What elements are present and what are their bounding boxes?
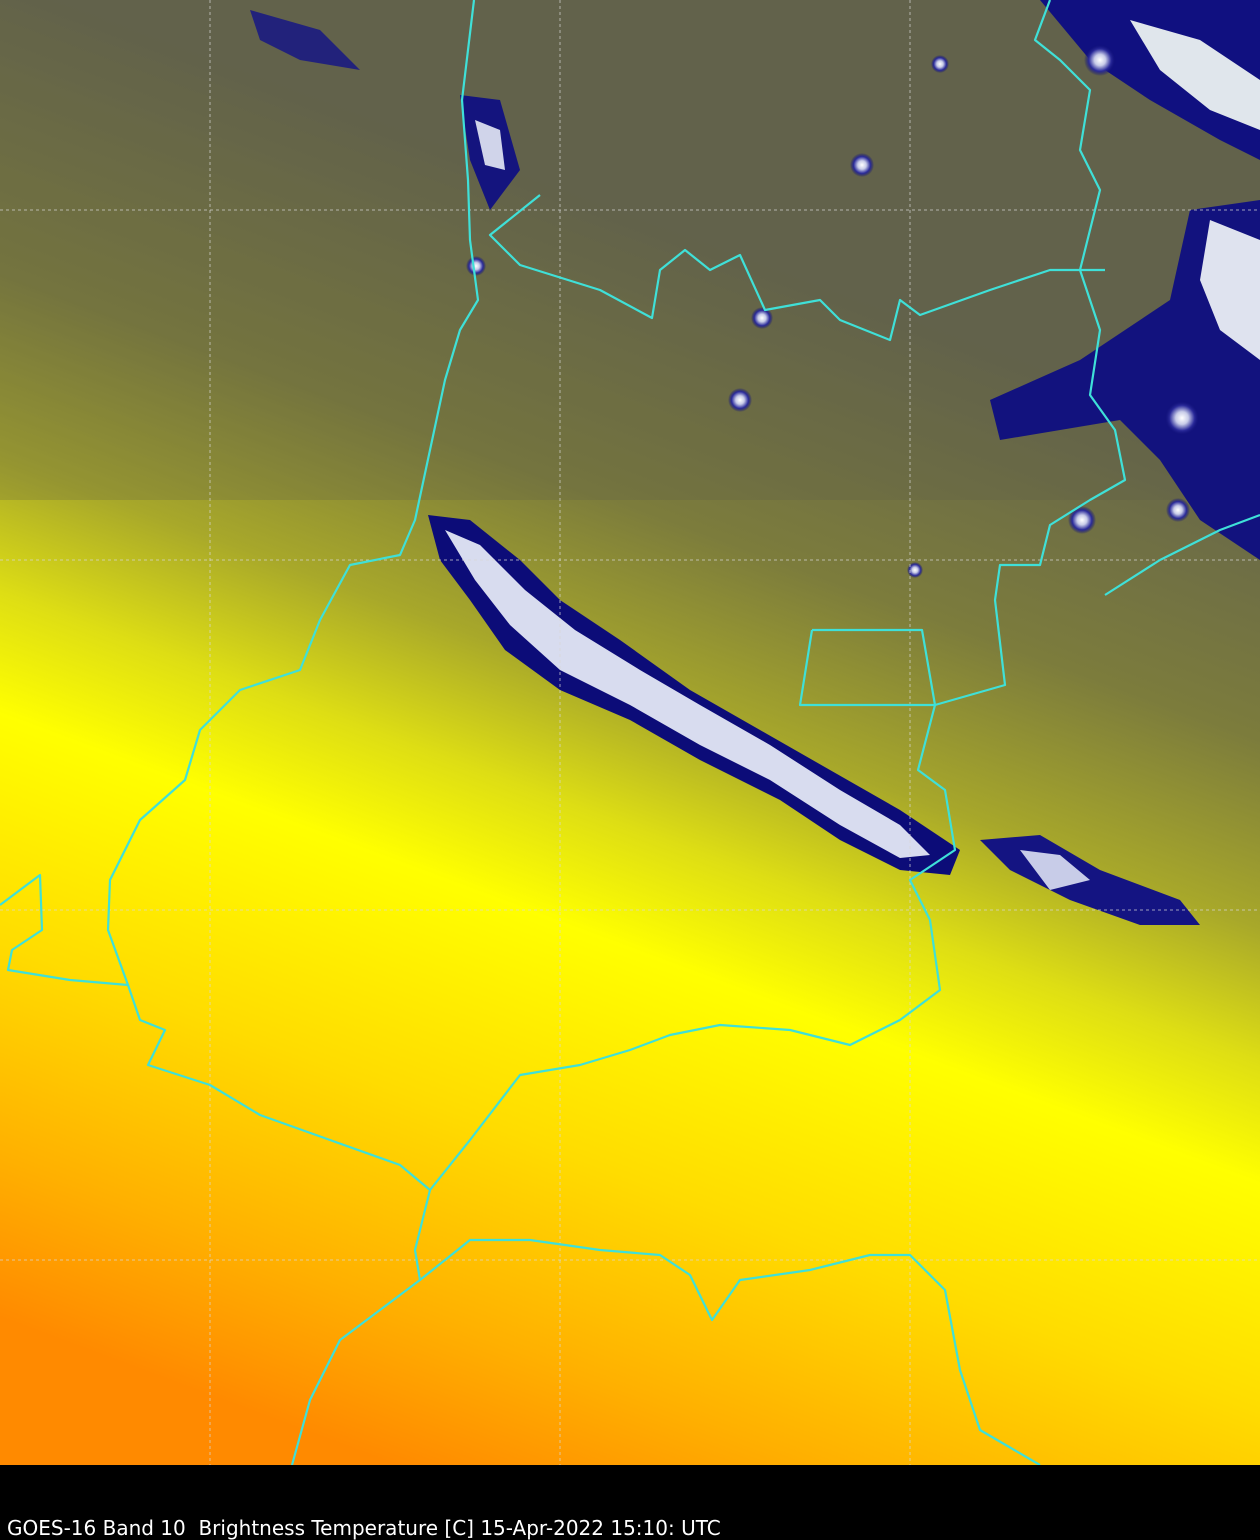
borders (0, 0, 1260, 1466)
caption: GOES-16 Band 10 Brightness Temperature [… (7, 1516, 721, 1540)
graticule (0, 0, 1260, 1465)
cloud-band (428, 515, 1200, 925)
caption-bar (0, 1465, 1260, 1540)
clouds-north (250, 0, 1260, 578)
